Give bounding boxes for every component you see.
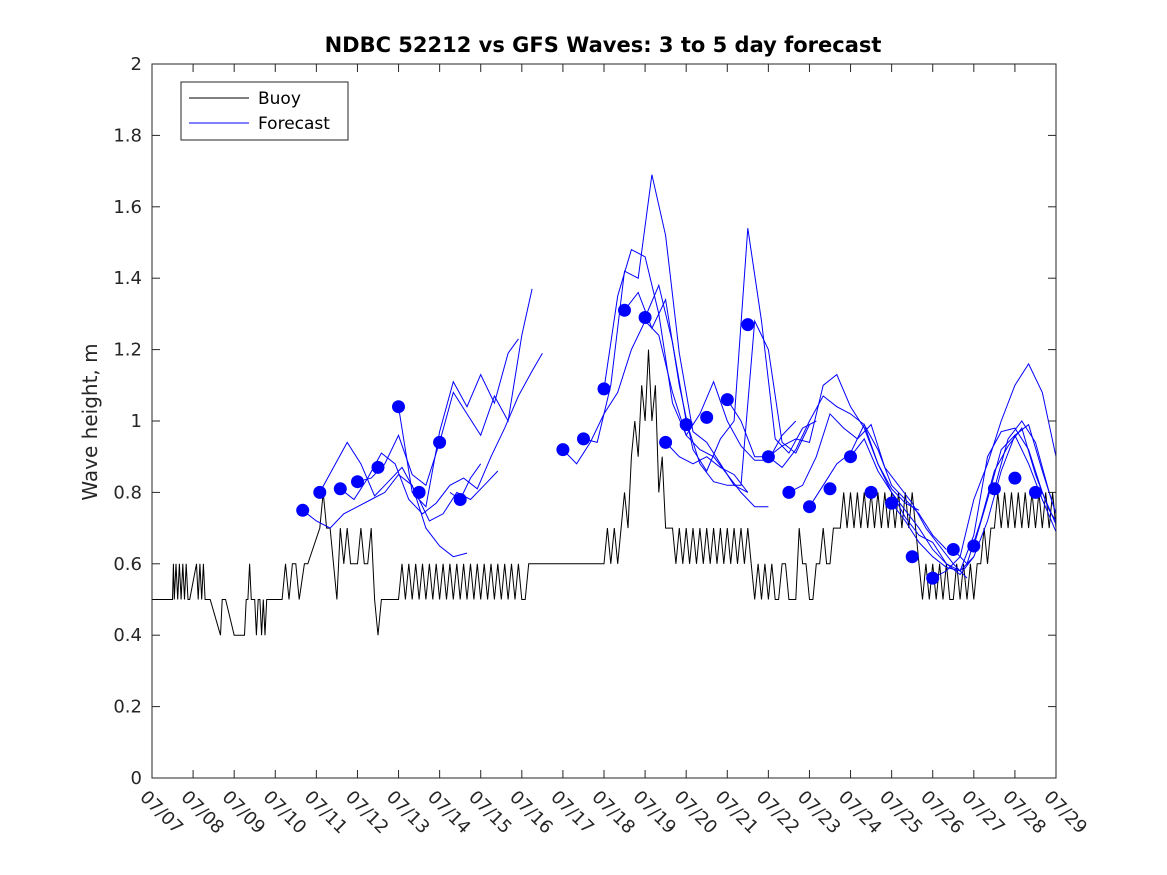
forecast-point xyxy=(700,410,714,424)
forecast-series-line-2 xyxy=(319,441,499,522)
x-tick-label: 07/18 xyxy=(587,787,639,839)
forecast-point xyxy=(371,460,385,474)
forecast-series-line-21 xyxy=(973,434,1057,547)
x-tick-label: 07/25 xyxy=(875,787,927,839)
forecast-point xyxy=(905,550,919,564)
forecast-point xyxy=(885,496,899,510)
forecast-point xyxy=(433,435,447,449)
forecast-point xyxy=(618,303,631,317)
forecast-point xyxy=(453,493,467,506)
forecast-point xyxy=(844,450,857,464)
y-axis-label: Wave height, m xyxy=(78,343,102,500)
forecast-point xyxy=(741,318,755,332)
x-tick-label: 07/12 xyxy=(341,787,393,839)
x-tick-label: 07/11 xyxy=(300,787,352,839)
x-tick-label: 07/26 xyxy=(916,787,968,839)
forecast-series-line-7 xyxy=(562,320,769,508)
x-tick-label: 07/14 xyxy=(423,787,475,839)
forecast-point xyxy=(1029,485,1042,499)
forecast-point xyxy=(761,450,775,464)
forecast-point xyxy=(946,543,960,556)
plot-area xyxy=(152,64,1057,778)
x-tick-label: 07/10 xyxy=(259,787,311,839)
forecast-point xyxy=(864,485,878,499)
forecast-series-line-11 xyxy=(644,283,810,486)
y-tick-label: 0 xyxy=(131,768,142,789)
forecast-point xyxy=(720,393,734,407)
forecast-series-line-15 xyxy=(788,412,968,579)
y-tick-label: 1.8 xyxy=(113,125,142,146)
y-tick-label: 0.6 xyxy=(113,554,142,575)
x-tick-label: 07/23 xyxy=(793,787,845,839)
forecast-point xyxy=(782,485,796,499)
forecast-point xyxy=(967,539,981,553)
x-tick-label: 07/13 xyxy=(382,787,434,839)
y-tick-label: 1.4 xyxy=(113,268,142,289)
forecast-series-line-22 xyxy=(993,420,1057,514)
x-tick-label: 07/16 xyxy=(505,787,557,839)
forecast-point xyxy=(823,482,837,496)
legend-label-forecast: Forecast xyxy=(258,114,330,134)
x-tick-label: 07/17 xyxy=(546,787,598,839)
forecast-point xyxy=(597,382,611,396)
x-tick-label: 07/08 xyxy=(177,787,229,839)
forecast-point xyxy=(577,432,590,446)
forecast-point xyxy=(926,571,940,585)
forecast-point xyxy=(803,500,816,514)
forecast-point xyxy=(313,485,327,499)
forecast-point xyxy=(987,482,1001,496)
y-tick-label: 2 xyxy=(131,54,142,75)
forecast-point xyxy=(351,475,364,489)
y-tick-label: 1.6 xyxy=(113,197,142,218)
x-tick-label: 07/07 xyxy=(135,787,187,839)
forecast-point xyxy=(412,485,426,499)
x-tick-label: 07/27 xyxy=(957,787,1009,839)
forecast-point xyxy=(392,400,405,414)
forecast-series-line-1 xyxy=(302,473,468,558)
forecast-series-line-8 xyxy=(583,174,749,493)
forecast-point xyxy=(659,435,673,449)
legend-box xyxy=(180,81,349,141)
x-tick-label: 07/19 xyxy=(629,787,681,839)
legend-label-buoy: Buoy xyxy=(258,89,301,109)
x-tick-label: 07/20 xyxy=(670,787,722,839)
forecast-point xyxy=(679,418,693,432)
forecast-series-line-10 xyxy=(624,228,817,473)
y-tick-label: 1 xyxy=(131,411,142,432)
x-tick-label: 07/29 xyxy=(1039,787,1091,839)
forecast-series-line-4 xyxy=(357,288,533,487)
forecast-series-line-5 xyxy=(398,338,519,508)
y-tick-label: 0.2 xyxy=(113,697,142,718)
forecast-point xyxy=(638,311,652,324)
forecast-series-line-13 xyxy=(726,373,920,511)
forecast-point xyxy=(1008,471,1022,485)
plot-background xyxy=(152,64,1056,778)
x-tick-label: 07/15 xyxy=(464,787,516,839)
forecast-point xyxy=(333,482,347,496)
x-tick-label: 07/24 xyxy=(834,787,886,839)
y-tick-label: 0.4 xyxy=(113,625,142,646)
x-tick-label: 07/28 xyxy=(998,787,1050,839)
x-tick-label: 07/09 xyxy=(218,787,270,839)
forecast-point xyxy=(556,443,570,457)
x-tick-label: 07/22 xyxy=(752,787,804,839)
y-tick-label: 0.8 xyxy=(113,482,142,503)
forecast-point xyxy=(296,503,310,517)
legend: Buoy Forecast xyxy=(180,81,349,141)
y-tick-label: 1.2 xyxy=(113,340,142,361)
forecast-series-line-19 xyxy=(932,362,1057,579)
forecast-series-line-12 xyxy=(665,442,749,493)
x-tick-label: 07/21 xyxy=(711,787,763,839)
chart-title: NDBC 52212 vs GFS Waves: 3 to 5 day fore… xyxy=(325,33,882,57)
buoy-series-line xyxy=(152,349,1057,636)
